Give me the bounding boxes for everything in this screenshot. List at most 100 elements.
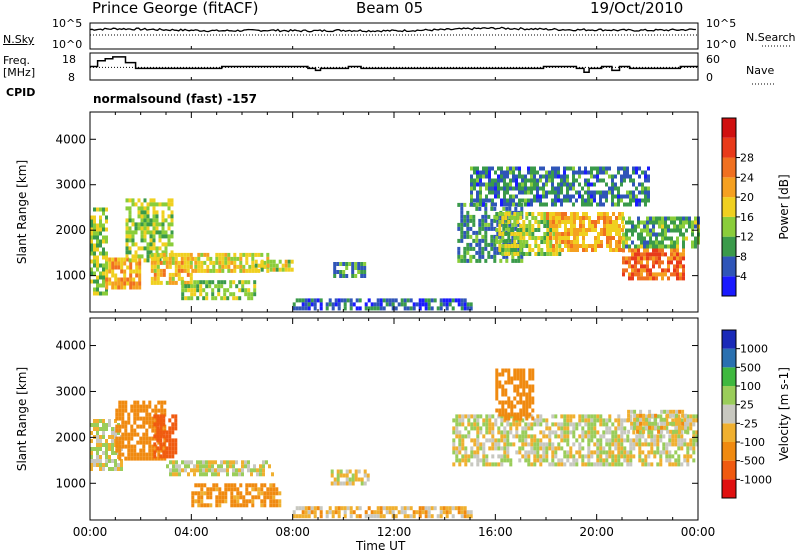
power-cell bbox=[143, 246, 147, 251]
velocity-cell bbox=[127, 440, 131, 445]
power-cell bbox=[165, 280, 169, 285]
velocity-cell bbox=[495, 380, 499, 385]
power-cell bbox=[500, 170, 503, 175]
power-cell bbox=[143, 238, 147, 243]
velocity-cell bbox=[590, 434, 594, 439]
power-cell bbox=[591, 244, 594, 248]
power-cell bbox=[594, 224, 597, 228]
power-cell bbox=[530, 190, 533, 195]
power-cell bbox=[514, 206, 518, 211]
velocity-cell bbox=[224, 491, 228, 496]
power-cell bbox=[634, 252, 637, 257]
power-cell bbox=[512, 178, 515, 183]
velocity-cell bbox=[400, 506, 404, 511]
velocity-cell bbox=[650, 434, 654, 439]
power-cell bbox=[111, 261, 115, 266]
power-cell bbox=[150, 276, 154, 281]
velocity-cell bbox=[162, 422, 166, 427]
velocity-cell bbox=[224, 495, 228, 500]
power-cell bbox=[223, 296, 227, 301]
velocity-cell bbox=[394, 506, 398, 511]
velocity-cell bbox=[220, 468, 223, 473]
power-cell bbox=[339, 270, 343, 274]
power-cell bbox=[628, 220, 631, 225]
velocity-cell bbox=[608, 418, 612, 423]
velocity-cell bbox=[130, 408, 134, 413]
velocity-cell bbox=[272, 495, 276, 500]
velocity-cell bbox=[695, 438, 699, 443]
velocity-cell bbox=[370, 510, 374, 515]
power-cell bbox=[102, 235, 105, 240]
velocity-cell bbox=[458, 430, 462, 435]
power-cell bbox=[183, 280, 187, 285]
power-cell bbox=[125, 250, 129, 255]
power-cell bbox=[528, 252, 532, 256]
velocity-cell bbox=[666, 429, 670, 434]
velocity-cell bbox=[491, 446, 495, 451]
velocity-cell bbox=[162, 454, 166, 459]
velocity-cell bbox=[498, 372, 502, 377]
power-cell bbox=[108, 261, 112, 266]
power-cell bbox=[203, 260, 207, 265]
power-cell bbox=[520, 254, 524, 259]
velocity-cell bbox=[175, 460, 178, 465]
velocity-cell bbox=[629, 446, 633, 451]
power-cell bbox=[129, 285, 133, 290]
velocity-cell bbox=[642, 417, 646, 422]
power-cell bbox=[522, 232, 526, 236]
velocity-cell bbox=[626, 462, 630, 467]
power-cell bbox=[493, 258, 497, 263]
power-cell bbox=[572, 178, 575, 183]
power-cell bbox=[512, 170, 515, 175]
power-cell bbox=[637, 244, 640, 249]
power-cell bbox=[500, 186, 503, 191]
power-cell bbox=[479, 186, 482, 191]
power-cell bbox=[99, 219, 102, 224]
velocity-cell bbox=[545, 454, 549, 459]
velocity-cell bbox=[156, 418, 160, 423]
velocity-cell bbox=[168, 418, 172, 423]
velocity-cell bbox=[608, 450, 612, 455]
power-cell bbox=[522, 228, 526, 232]
velocity-cell bbox=[509, 442, 513, 447]
velocity-cell bbox=[452, 418, 456, 423]
velocity-cell bbox=[608, 446, 612, 451]
velocity-cell bbox=[171, 446, 175, 451]
power-cell bbox=[140, 206, 144, 211]
power-cell bbox=[164, 246, 168, 251]
velocity-cell bbox=[527, 422, 531, 427]
time-tick-label: 20:00 bbox=[579, 525, 614, 539]
power-cell bbox=[625, 256, 628, 261]
velocity-cell bbox=[503, 454, 507, 459]
power-cell bbox=[105, 269, 109, 274]
velocity-cell bbox=[269, 499, 273, 504]
velocity-cell bbox=[278, 499, 282, 504]
power-cell bbox=[186, 272, 190, 277]
power-cell bbox=[479, 178, 482, 183]
power-cell bbox=[602, 166, 605, 171]
velocity-cell bbox=[96, 427, 99, 431]
velocity-cell bbox=[157, 448, 161, 453]
nave-label: Nave bbox=[746, 64, 775, 77]
power-cell bbox=[527, 166, 530, 171]
power-cell bbox=[543, 236, 547, 240]
power-cell bbox=[493, 250, 497, 255]
power-cell bbox=[463, 218, 467, 223]
velocity-colorbar-swatch bbox=[722, 423, 736, 442]
velocity-cell bbox=[656, 422, 660, 427]
power-cell bbox=[596, 170, 599, 175]
power-cell bbox=[516, 252, 520, 256]
velocity-cell bbox=[563, 422, 567, 427]
velocity-cell bbox=[263, 499, 267, 504]
power-cell bbox=[460, 226, 464, 231]
power-cell bbox=[658, 224, 661, 229]
power-cell bbox=[212, 260, 216, 265]
velocity-cell bbox=[127, 452, 131, 457]
velocity-cell bbox=[159, 414, 163, 419]
velocity-cell bbox=[539, 418, 543, 423]
power-cell bbox=[499, 214, 503, 219]
power-cell bbox=[183, 256, 187, 261]
power-cell bbox=[632, 178, 635, 183]
velocity-cell bbox=[118, 436, 122, 441]
power-cell bbox=[623, 178, 626, 183]
